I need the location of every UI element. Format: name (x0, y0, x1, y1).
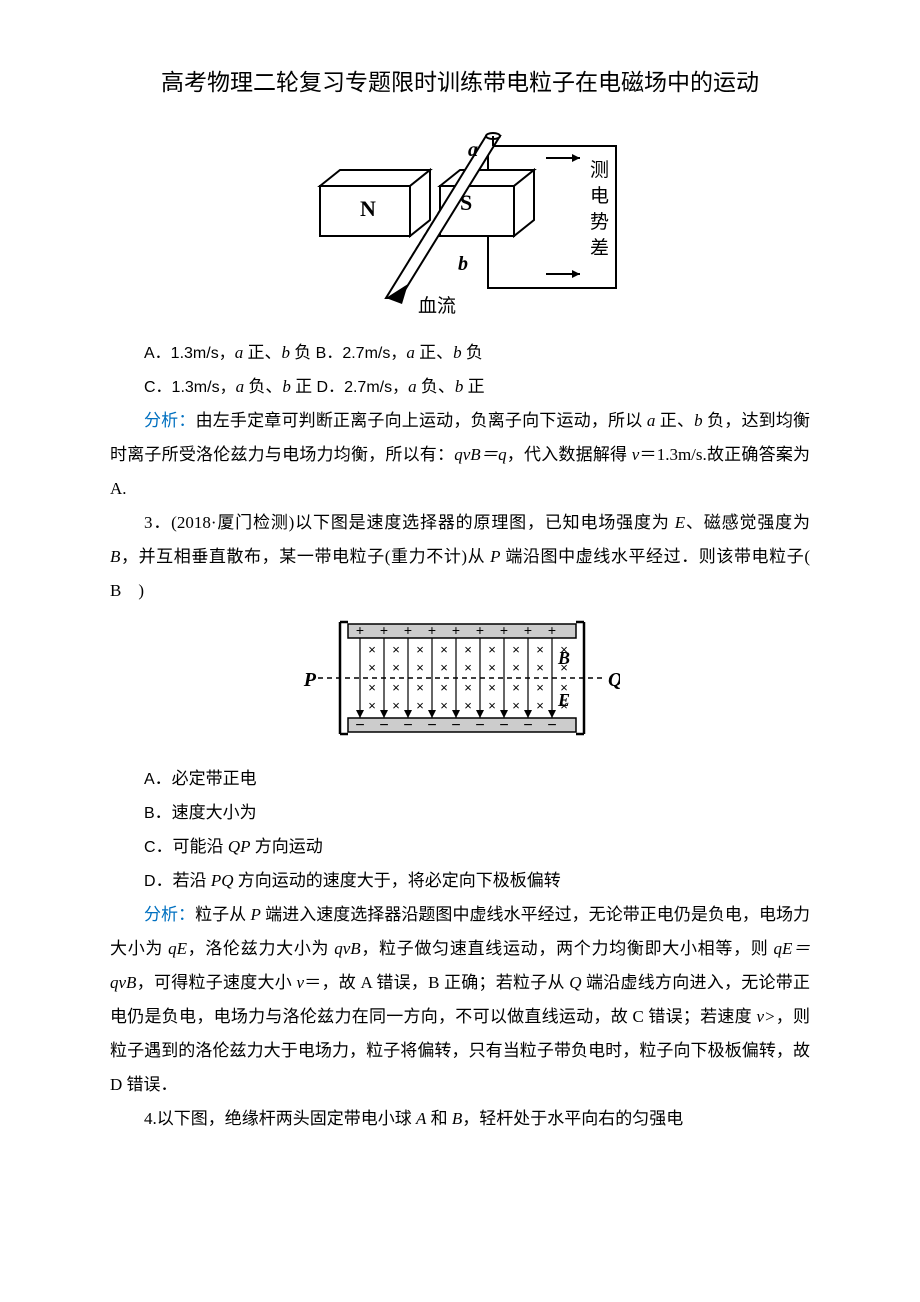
svg-text:×: × (416, 680, 424, 695)
svg-text:×: × (440, 698, 448, 713)
svg-text:×: × (368, 642, 376, 657)
svg-text:+: + (452, 622, 460, 638)
svg-text:×: × (416, 660, 424, 675)
svg-text:×: × (392, 680, 400, 695)
label-N: N (360, 196, 376, 221)
svg-text:×: × (392, 642, 400, 657)
meter-4: 差 (590, 237, 609, 259)
figure-velocity-selector: +++++++++ −−−−−−−−− ××××××××× ××××××××× … (110, 614, 810, 756)
svg-text:−: − (475, 717, 484, 734)
svg-text:×: × (440, 642, 448, 657)
svg-text:×: × (488, 680, 496, 695)
svg-text:+: + (500, 622, 508, 638)
label-E: E (557, 690, 570, 710)
svg-text:×: × (392, 698, 400, 713)
svg-text:−: − (379, 717, 388, 734)
svg-text:×: × (536, 698, 544, 713)
svg-text:−: − (499, 717, 508, 734)
svg-text:−: − (451, 717, 460, 734)
meter-3: 势 (590, 211, 609, 233)
q3-optA: AA．必定带正电．必定带正电 (110, 762, 810, 796)
svg-text:+: + (380, 622, 388, 638)
svg-text:+: + (524, 622, 532, 638)
svg-text:−: − (355, 717, 364, 734)
svg-text:×: × (464, 698, 472, 713)
q4-stem: 4.以下图，绝缘杆两头固定带电小球 A 和 B，轻杆处于水平向右的匀强电 (110, 1102, 810, 1136)
q3-optC: CC．可能沿 ．可能沿 QP 方向运动 (110, 830, 810, 864)
svg-text:+: + (356, 622, 364, 638)
svg-text:×: × (512, 660, 520, 675)
meter-1: 测 (590, 159, 609, 181)
svg-text:−: − (403, 717, 412, 734)
svg-text:×: × (512, 642, 520, 657)
q2-analysis: 分析：由左手定章可判断正离子向上运动，负离子向下运动，所以 a 正、b 负，达到… (110, 404, 810, 506)
svg-text:×: × (536, 660, 544, 675)
svg-text:×: × (464, 680, 472, 695)
q2-options-line2: C．1.3m/s，a 负、b 正 D．2.7m/s，a 负、b 正 (110, 370, 810, 404)
svg-text:×: × (416, 698, 424, 713)
svg-text:+: + (404, 622, 412, 638)
svg-text:×: × (368, 660, 376, 675)
svg-text:×: × (488, 642, 496, 657)
q3-analysis: 分析：粒子从 P 端进入速度选择器沿题图中虚线水平经过，无论带正电仍是负电，电场… (110, 898, 810, 1102)
svg-text:×: × (392, 660, 400, 675)
svg-text:×: × (488, 660, 496, 675)
svg-text:×: × (488, 698, 496, 713)
svg-text:+: + (428, 622, 436, 638)
label-Q: Q (608, 669, 620, 691)
q3-stem: 3．(2018·厦门检测)以下图是速度选择器的原理图，已知电场强度为 E、磁感觉… (110, 506, 810, 608)
label-blood: 血流 (418, 295, 456, 317)
svg-text:×: × (536, 680, 544, 695)
meter-2: 电 (590, 185, 609, 207)
svg-text:−: − (547, 717, 556, 734)
q2-options-line1: A．1.3m/s，a 正、b 负 B．2.7m/s，a 正、b 负 (110, 336, 810, 370)
svg-text:×: × (440, 680, 448, 695)
label-P: P (303, 669, 317, 691)
q3-optD: D．若沿 PQ 方向运动的速度大于，将必定向下极板偏转 (110, 864, 810, 898)
page-title: 高考物理二轮复习专题限时训练带电粒子在电磁场中的运动 (110, 60, 810, 106)
svg-text:×: × (368, 698, 376, 713)
svg-text:−: − (427, 717, 436, 734)
svg-text:×: × (464, 642, 472, 657)
svg-text:×: × (512, 680, 520, 695)
figure-blood-flow: N S a b 血流 测 电 势 差 (110, 128, 810, 330)
svg-text:×: × (368, 680, 376, 695)
svg-text:×: × (416, 642, 424, 657)
svg-text:+: + (476, 622, 484, 638)
svg-text:−: − (523, 717, 532, 734)
svg-text:×: × (512, 698, 520, 713)
label-a: a (468, 139, 478, 161)
q3-optB: B．速度大小为 (110, 796, 810, 830)
svg-text:×: × (440, 660, 448, 675)
label-b: b (458, 253, 468, 275)
svg-text:+: + (548, 622, 556, 638)
label-B: B (557, 648, 570, 668)
svg-text:×: × (536, 642, 544, 657)
svg-text:×: × (464, 660, 472, 675)
